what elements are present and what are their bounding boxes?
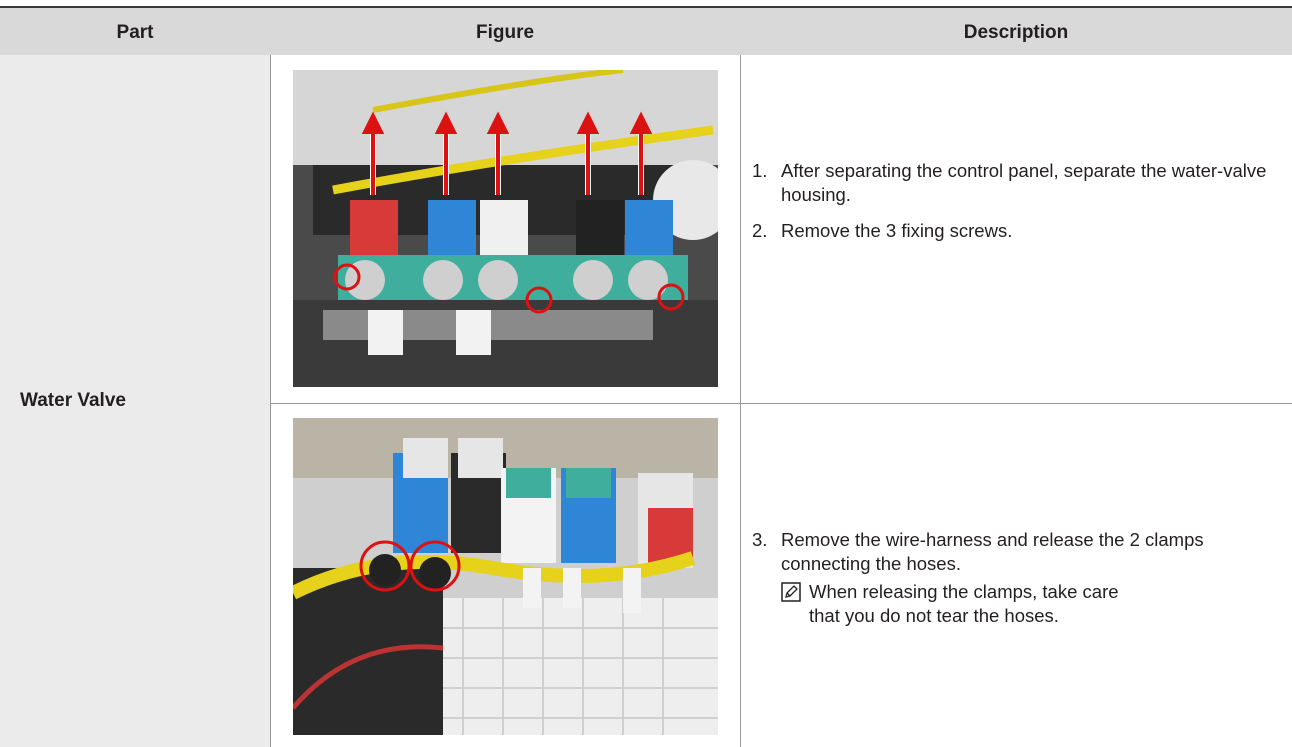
column-divider <box>270 55 271 747</box>
step: 2. Remove the 3 fixing screws. <box>752 219 1282 243</box>
step-number: 3. <box>752 529 768 550</box>
step-number: 2. <box>752 220 768 241</box>
header-row <box>0 6 1292 55</box>
header-cell: Description <box>963 21 1069 43</box>
step-text: After separating the control panel, sepa… <box>781 160 1267 205</box>
step-number: 1. <box>752 160 768 181</box>
step-text: Remove the wire-harness and release the … <box>781 529 1204 574</box>
step-text: Remove the 3 fixing screws. <box>781 220 1013 241</box>
header-cell: Part <box>116 21 154 43</box>
note-text: When releasing the clamps, take care tha… <box>809 581 1119 626</box>
header-cell: Figure <box>475 21 535 43</box>
note: When releasing the clamps, take care tha… <box>781 580 1149 628</box>
photo <box>293 70 718 387</box>
column-divider <box>740 55 741 747</box>
part-label: Water Valve <box>20 390 126 411</box>
step: 1. After separating the control panel, s… <box>752 159 1282 207</box>
row-divider <box>270 403 1292 404</box>
photo <box>293 418 718 735</box>
part-cell <box>0 55 270 747</box>
step: 3. Remove the wire-harness and release t… <box>752 528 1272 628</box>
note-icon <box>781 582 801 602</box>
